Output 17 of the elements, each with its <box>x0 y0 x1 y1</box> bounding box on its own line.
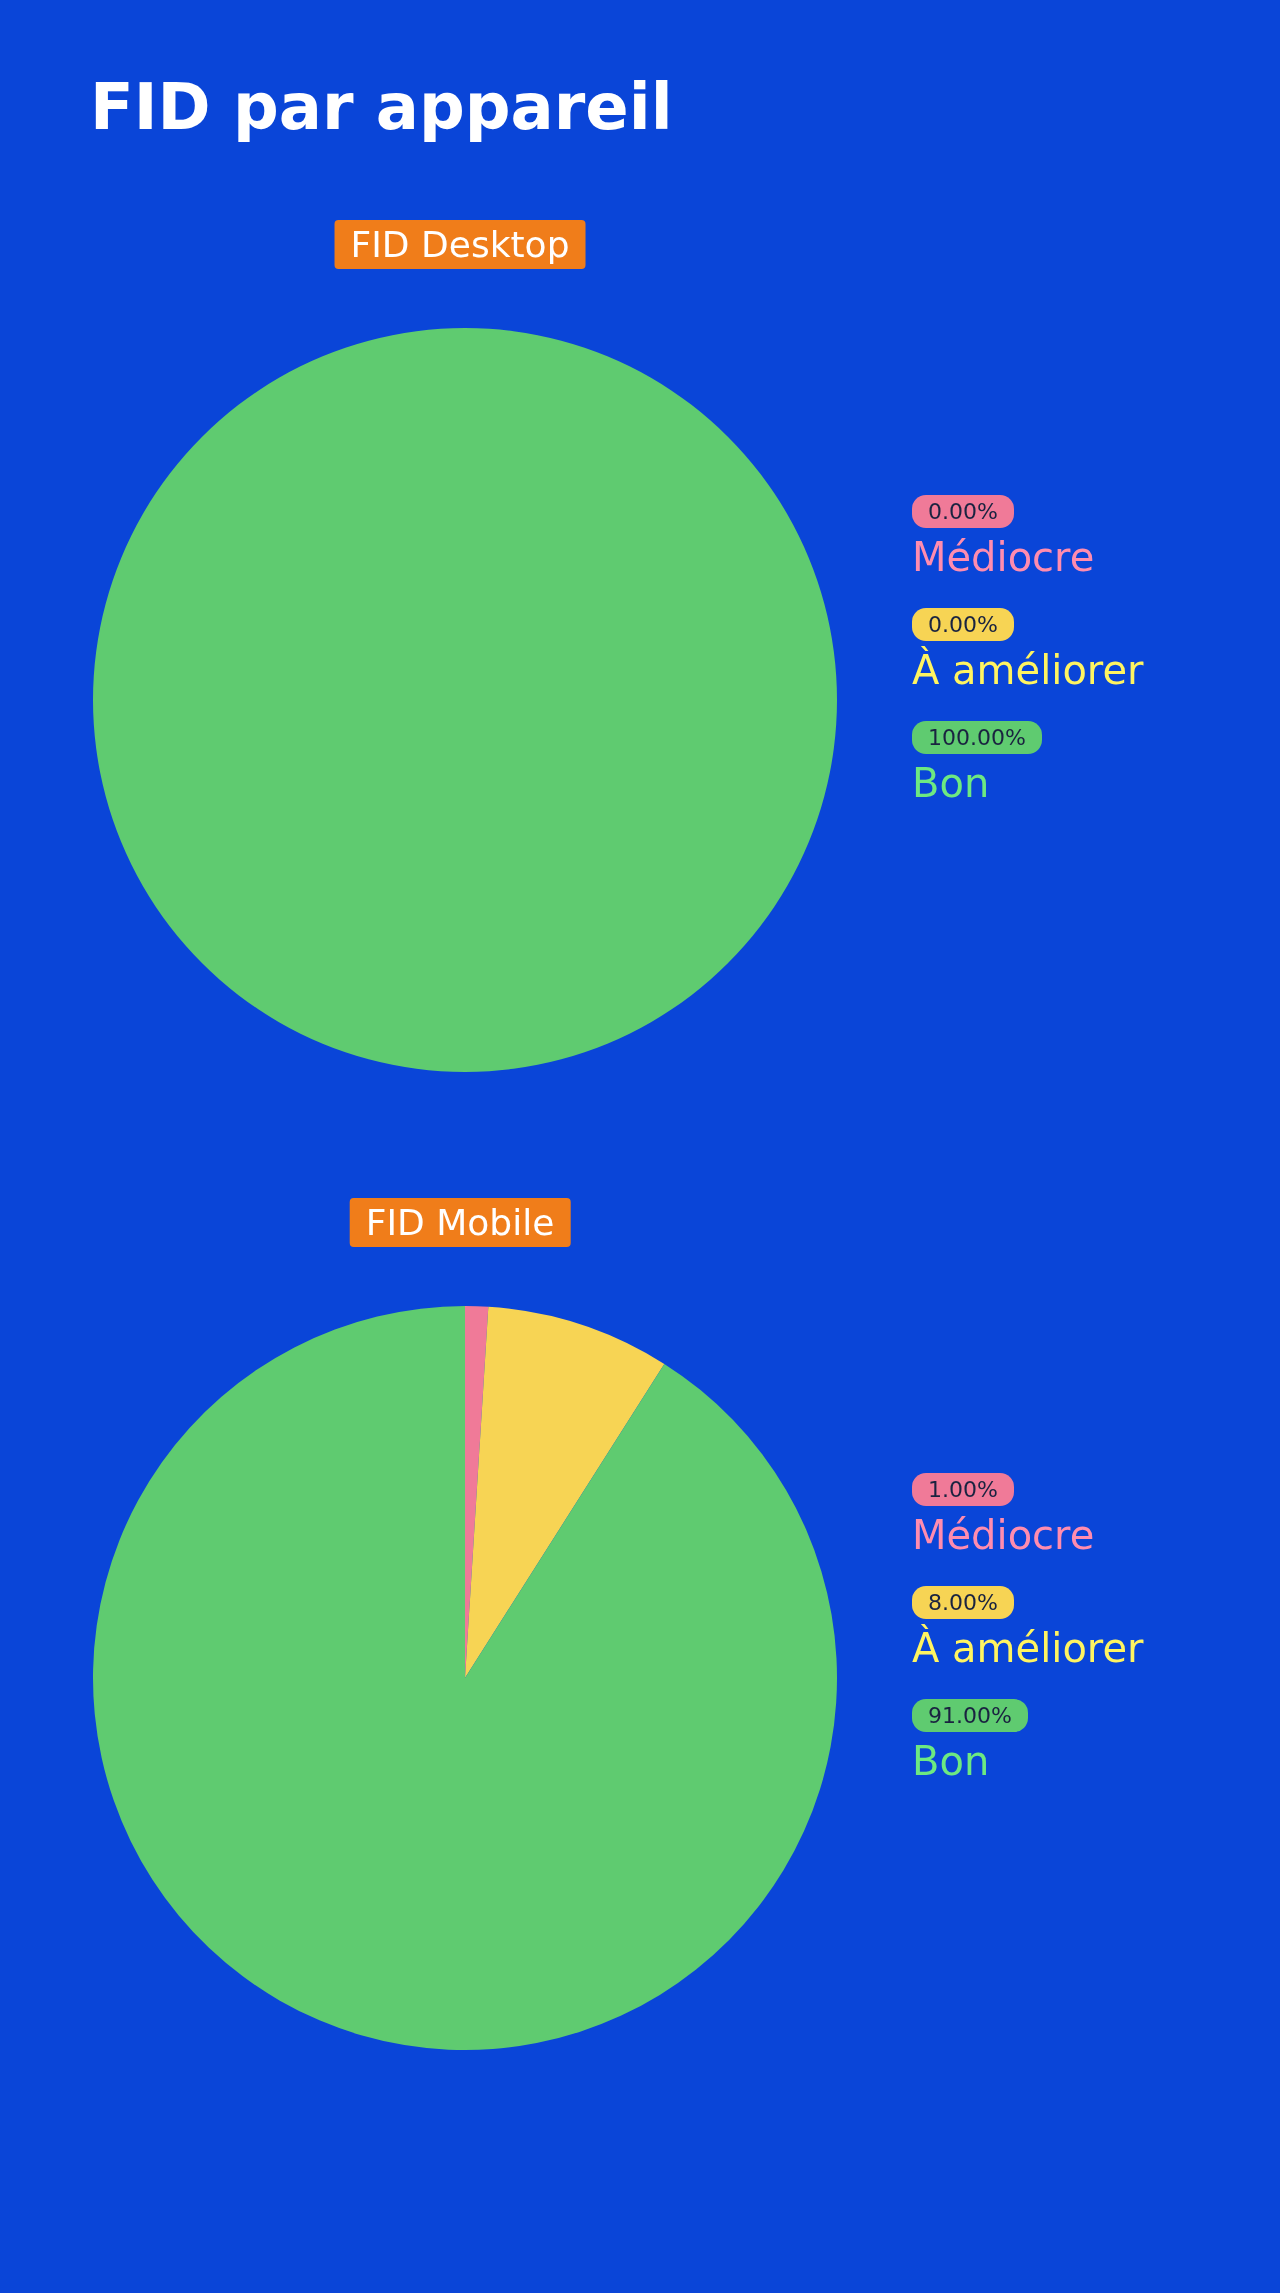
legend-label: Bon <box>912 1738 990 1784</box>
data-label: 100.00% <box>912 721 1042 754</box>
data-label: 8.00% <box>912 1586 1014 1619</box>
pie-slice <box>465 1306 665 1678</box>
data-label: 91.00% <box>912 1699 1028 1732</box>
pie-slice <box>93 1306 837 2050</box>
text: 0.00% <box>928 499 998 524</box>
chart-title: FID par appareil <box>90 70 673 144</box>
chart-subtitle: FID Mobile <box>349 1198 571 1247</box>
legend-label: Médiocre <box>912 534 1095 580</box>
legend-label: À améliorer <box>912 1625 1144 1671</box>
legend-label: Médiocre <box>912 1512 1095 1558</box>
text: 0.00% <box>928 612 998 637</box>
data-label: 1.00% <box>912 1473 1014 1506</box>
chart-subtitle: FID Desktop <box>334 220 586 269</box>
legend-label: À améliorer <box>912 647 1144 693</box>
legend-label: Bon <box>912 760 990 806</box>
